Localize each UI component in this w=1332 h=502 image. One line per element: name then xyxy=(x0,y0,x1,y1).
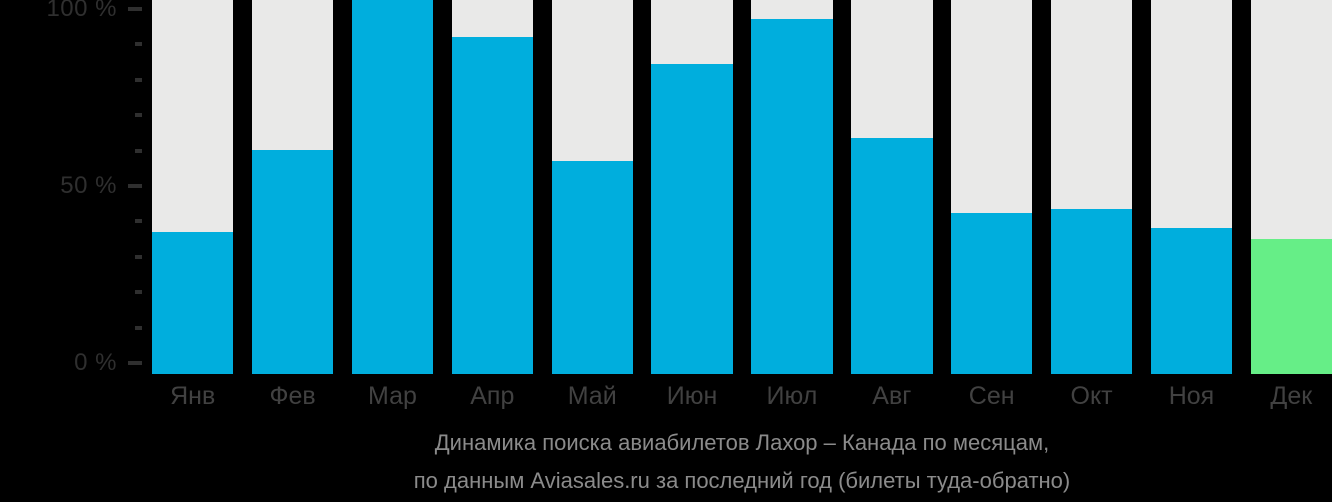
x-axis-labels: Янв Фев Мар Апр Май Июн Июл Авг Сен Окт Ноя Дек xyxy=(152,380,1332,412)
x-label-Фев: Фев xyxy=(269,382,316,410)
bar-fill xyxy=(551,160,633,374)
x-label-Окт: Окт xyxy=(1070,382,1113,410)
bar-fill xyxy=(351,0,434,374)
x-label-Июл: Июл xyxy=(766,382,818,410)
chart-caption: Динамика поиска авиабилетов Лахор – Кана… xyxy=(152,424,1332,500)
y-tick-minor xyxy=(135,113,142,118)
y-tick-minor xyxy=(135,325,142,330)
y-tick-major xyxy=(128,184,142,188)
y-tick-minor xyxy=(135,148,142,153)
bar-fill xyxy=(451,37,533,374)
bar-fill xyxy=(751,18,833,374)
x-label-Май: Май xyxy=(567,382,617,410)
chart-subtitle: по данным Aviasales.ru за последний год … xyxy=(413,468,1071,493)
bar-Май[interactable] xyxy=(551,0,633,374)
bar-Фев[interactable] xyxy=(251,0,334,374)
y-tick-label: 100 % xyxy=(46,0,117,22)
bar-fill xyxy=(152,231,234,374)
y-tick-minor xyxy=(135,77,142,82)
x-label-Авг: Авг xyxy=(872,382,912,410)
y-tick-minor xyxy=(135,219,142,224)
bar-Апр[interactable] xyxy=(451,0,533,374)
x-label-Апр: Апр xyxy=(470,382,515,410)
bar-fill xyxy=(1050,209,1133,374)
bar-plot xyxy=(152,0,1332,374)
x-label-Дек: Дек xyxy=(1270,382,1313,410)
y-tick-minor xyxy=(135,42,142,47)
chart-title: Динамика поиска авиабилетов Лахор – Кана… xyxy=(434,430,1050,455)
bar-Сен[interactable] xyxy=(951,0,1033,374)
bar-fill xyxy=(651,63,733,374)
y-tick-major xyxy=(128,361,142,365)
y-tick-label: 0 % xyxy=(74,349,117,376)
y-tick-major xyxy=(128,7,142,11)
bar-Янв[interactable] xyxy=(152,0,234,374)
bar-fill xyxy=(951,213,1033,374)
y-tick-minor xyxy=(135,254,142,259)
bar-Окт[interactable] xyxy=(1050,0,1133,374)
bar-fill xyxy=(251,149,334,374)
bar-Июн[interactable] xyxy=(651,0,733,374)
x-label-Мар: Мар xyxy=(367,382,417,410)
bar-fill-highlight xyxy=(1250,239,1332,374)
x-label-Янв: Янв xyxy=(170,382,216,410)
bar-fill xyxy=(851,138,933,374)
x-label-Сен: Сен xyxy=(968,382,1015,410)
bar-Июл[interactable] xyxy=(751,0,833,374)
y-tick-minor xyxy=(135,290,142,295)
bar-Ноя[interactable] xyxy=(1150,0,1233,374)
x-label-Ноя: Ноя xyxy=(1168,382,1215,410)
bar-Дек[interactable] xyxy=(1250,0,1332,374)
bar-Авг[interactable] xyxy=(851,0,933,374)
bar-fill xyxy=(1150,228,1233,374)
y-tick-label: 50 % xyxy=(60,172,117,199)
bar-Мар[interactable] xyxy=(351,0,434,374)
x-label-Июн: Июн xyxy=(666,382,718,410)
